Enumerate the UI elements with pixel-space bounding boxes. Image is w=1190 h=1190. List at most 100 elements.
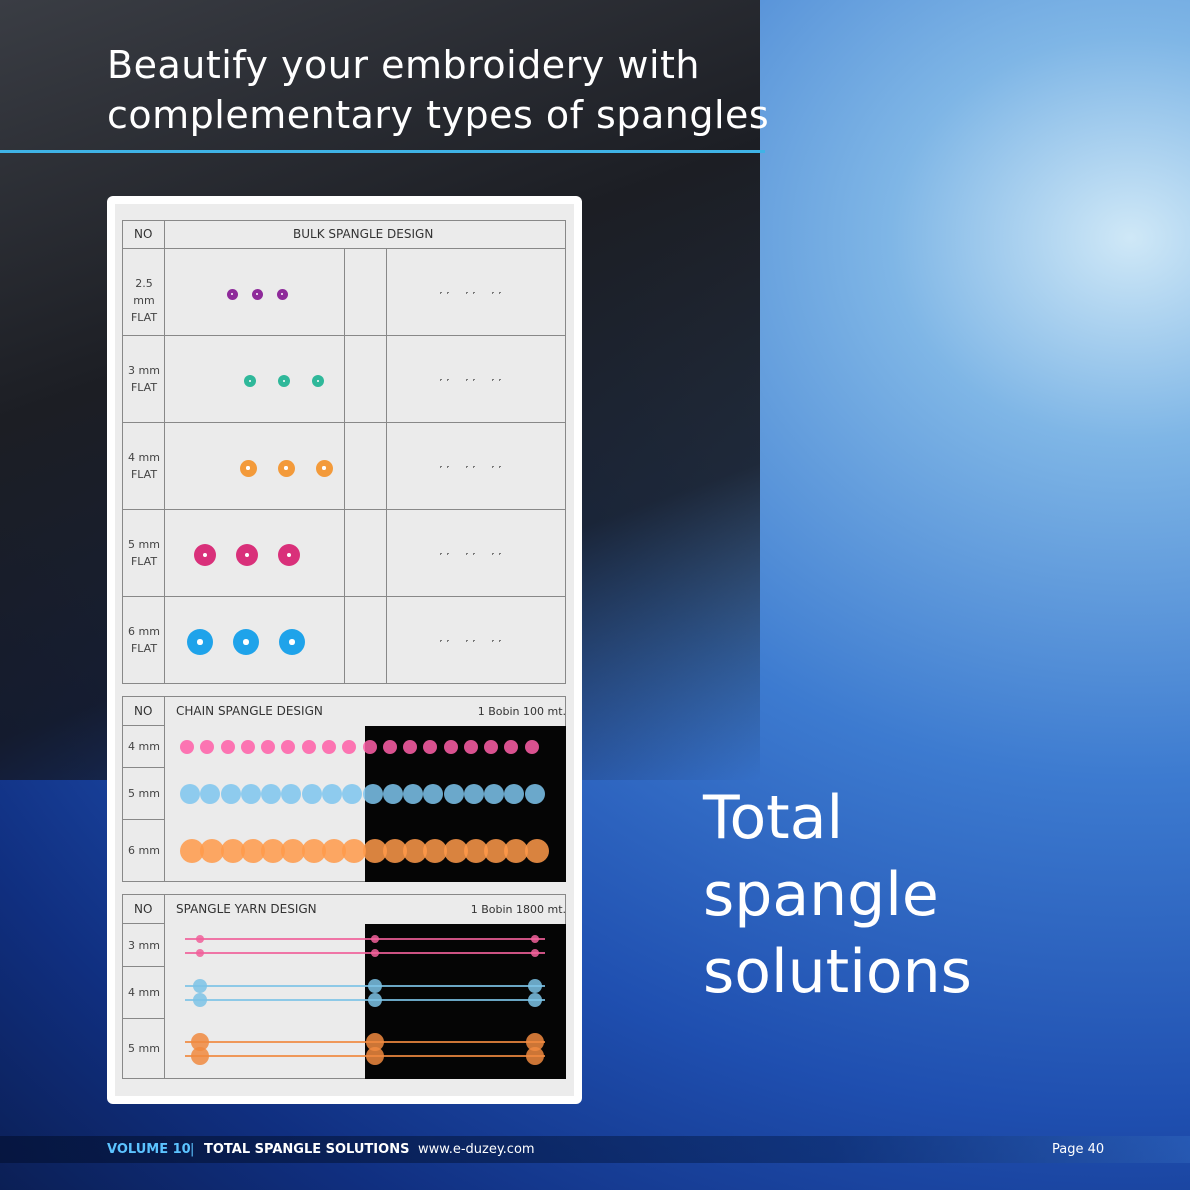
spangle-hole-dot <box>440 640 442 642</box>
chain-bead <box>403 740 418 754</box>
bulk-header-divider <box>165 220 566 249</box>
bulk-row-size: 5 mm <box>128 538 160 551</box>
spangle-sample <box>278 544 300 566</box>
spangle-hole-dot <box>492 466 494 468</box>
chain-bead <box>180 740 194 754</box>
chain-bead <box>463 784 484 804</box>
bulk-row-sample-cell <box>165 423 345 510</box>
chain-row-size: 6 mm <box>128 844 160 857</box>
chain-bead <box>463 839 488 863</box>
footer-volume: VOLUME 10 <box>107 1142 191 1157</box>
chain-bead <box>261 740 276 754</box>
chain-row-size: 5 mm <box>128 787 160 800</box>
chain-bead <box>240 784 261 804</box>
bulk-row-label: 6 mm FLAT <box>123 623 165 657</box>
heading-line-2: complementary types of spangles <box>107 93 770 137</box>
spangle-sample <box>312 375 324 387</box>
chain-bead <box>504 784 525 804</box>
bulk-row-label: 3 mm FLAT <box>123 362 165 396</box>
bulk-row-sample-cell <box>165 336 345 423</box>
spangle-hole-dot <box>447 553 449 555</box>
chain-bead <box>484 839 509 863</box>
yarn-row-label-cell <box>122 1019 165 1079</box>
yarn-spangle <box>196 934 204 943</box>
yarn-spangle <box>193 979 207 993</box>
bulk-row-label-cell <box>122 423 165 510</box>
yarn-row-size: 3 mm <box>128 938 160 952</box>
yarn-thread <box>185 985 545 987</box>
yarn-spangle <box>366 1047 384 1065</box>
bulk-row-gap-cell <box>345 510 387 597</box>
bulk-row-gap-cell <box>345 597 387 684</box>
spangle-hole-dot <box>492 553 494 555</box>
spangle-hole-dot <box>492 640 494 642</box>
chain-bead <box>180 839 204 863</box>
bulk-row-size: 6 mm <box>128 625 160 638</box>
bulk-row-type: FLAT <box>130 555 158 568</box>
yarn-thread <box>185 937 545 940</box>
yarn-row-size: 5 mm <box>128 1042 160 1055</box>
spangle-hole-dot <box>473 640 475 642</box>
yarn-spangle <box>528 979 542 993</box>
yarn-spangle <box>371 934 379 943</box>
chain-bead <box>484 740 499 754</box>
yarn-spangle <box>368 979 382 993</box>
chain-bead <box>321 784 342 804</box>
yarn-spangle <box>366 1033 384 1051</box>
bulk-title: BULK SPANGLE DESIGN <box>293 227 434 241</box>
yarn-spangle <box>371 948 379 957</box>
chain-bead <box>261 839 286 863</box>
chain-row-label-cell <box>122 768 165 820</box>
yarn-thread <box>185 1055 545 1057</box>
bulk-no-header: NO <box>134 227 153 241</box>
bulk-row-label: 4 mm FLAT <box>123 449 165 483</box>
spangle-sample <box>315 459 333 477</box>
bulk-row-type: FLAT <box>130 381 158 394</box>
chain-bead <box>403 839 428 863</box>
chain-bead <box>524 740 539 754</box>
footer-bar: VOLUME 10 | TOTAL SPANGLE SOLUTIONS www.… <box>0 1136 1190 1163</box>
spangle-hole-dot <box>499 640 501 642</box>
spangle-hole-dot <box>440 379 442 381</box>
bulk-row-label-cell <box>122 336 165 423</box>
yarn-black-swatch <box>365 924 566 967</box>
spangle-hole-dot <box>499 466 501 468</box>
chain-bead <box>362 839 387 863</box>
spangle-hole-dot <box>447 379 449 381</box>
yarn-spangle <box>528 993 542 1007</box>
tagline-line-3: solutions <box>703 937 972 1007</box>
spangle-hole-dot <box>499 379 501 381</box>
yarn-spangle <box>193 993 207 1007</box>
footer-website-link[interactable]: www.e-duzey.com <box>418 1142 535 1157</box>
bulk-row-dots-cell <box>387 510 566 597</box>
spangle-sample <box>187 629 213 655</box>
spangle-hole-dot <box>440 553 442 555</box>
chain-bead <box>524 839 549 863</box>
chain-bead <box>342 839 367 863</box>
footer-section: TOTAL SPANGLE SOLUTIONS <box>204 1142 410 1157</box>
bulk-row-label-cell <box>122 597 165 684</box>
yarn-thread <box>185 999 545 1001</box>
chain-bead <box>220 740 235 754</box>
chain-bead <box>443 740 458 754</box>
chain-row-label-cell <box>122 820 165 882</box>
yarn-header-no-cell <box>122 894 165 924</box>
spangle-hole-dot <box>466 553 468 555</box>
chain-bead <box>362 784 383 804</box>
spangle-hole-dot <box>473 553 475 555</box>
chain-bead <box>281 784 302 804</box>
chain-bead <box>423 740 438 754</box>
spangle-sample <box>277 459 295 477</box>
chain-bead <box>382 740 397 754</box>
spangle-sample <box>251 288 263 300</box>
spangle-hole-dot <box>447 466 449 468</box>
chain-bead <box>180 784 200 804</box>
spangle-sample <box>194 544 216 566</box>
bulk-row-type: FLAT <box>130 642 158 655</box>
bulk-row-label-cell <box>122 510 165 597</box>
heading-line-1: Beautify your embroidery with <box>107 43 700 87</box>
bulk-row-size: 4 mm <box>128 451 160 464</box>
chain-bead <box>484 784 505 804</box>
chain-bead <box>423 784 444 804</box>
chain-title: CHAIN SPANGLE DESIGN <box>176 704 323 718</box>
